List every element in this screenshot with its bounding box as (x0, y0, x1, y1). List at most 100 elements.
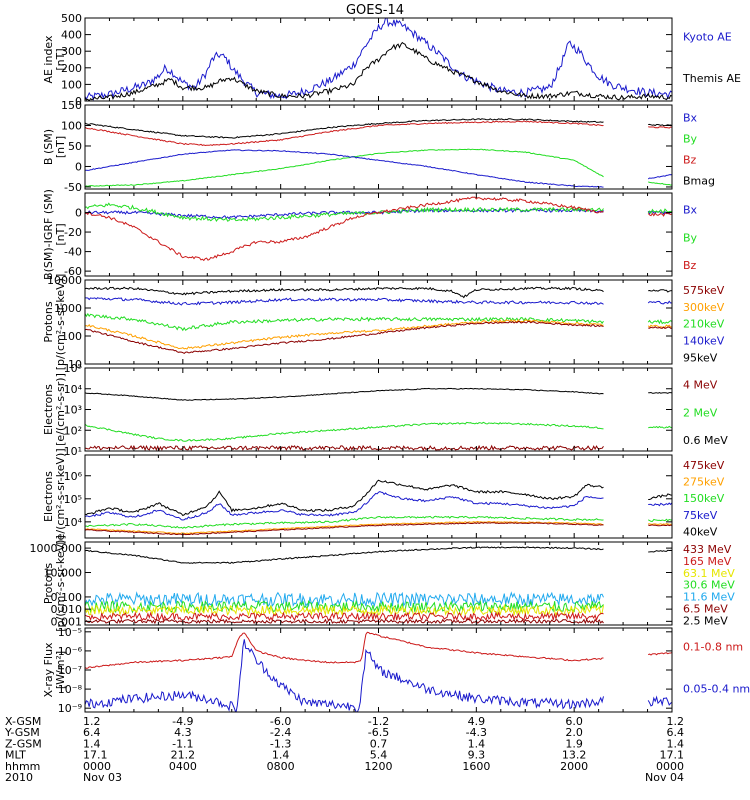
ephemeris-value: -1.2 (368, 715, 389, 728)
ephemeris-value: 6.4 (667, 726, 685, 739)
y-axis-label: B (SM) (42, 129, 55, 165)
legend-entry: 0.6 MeV (683, 434, 728, 447)
y-tick-label: 500 (61, 12, 82, 25)
ephemeris-value: 21.2 (171, 749, 196, 762)
ephemeris-value: 17.1 (83, 749, 108, 762)
y-tick-label: 10.000 (44, 567, 83, 580)
y-tick-label: 100 (61, 78, 82, 91)
ephemeris-value: -2.4 (270, 726, 291, 739)
ephemeris-label: Z-GSM (5, 737, 42, 750)
legend-entry: 40keV (683, 525, 718, 538)
legend-entry: 0.1-0.8 nm (683, 640, 743, 653)
y-tick-label: -60 (64, 265, 82, 278)
y-tick-label: 10⁻⁷ (58, 664, 82, 677)
ephemeris-label: Y-GSM (4, 726, 40, 739)
y-tick-label: 10³ (64, 404, 82, 417)
y-tick-label: 0 (75, 160, 82, 173)
series-11-6-mev (85, 591, 604, 608)
ephemeris-label: 2010 (5, 771, 33, 784)
y-tick-label: 10⁻⁹ (58, 702, 82, 715)
ephemeris-value: -1.3 (270, 737, 291, 750)
y-axis-label: [W/m²] (54, 651, 67, 689)
y-tick-label: 10⁵ (64, 493, 82, 506)
series-30-6-mev (85, 599, 604, 614)
ephemeris-value: -4.3 (466, 726, 487, 739)
ephemeris-value: 1200 (365, 760, 393, 773)
y-tick-label: 0 (75, 95, 82, 108)
series-300kev (85, 319, 672, 350)
y-axis-label: [e/(cm²-s-sr)] (54, 373, 67, 446)
panel-ae: 0 100 200 300 400 500 AE index [nT] Kyoto AE Them… (42, 12, 741, 108)
legend-entry: Kyoto AE (683, 30, 732, 43)
y-tick-label: 100 (61, 119, 82, 132)
legend-entry: 11.6 MeV (683, 591, 735, 604)
legend-entry: 575keV (683, 284, 725, 297)
y-tick-label: 0.100 (51, 591, 83, 604)
series-4-mev (85, 444, 604, 451)
series-575kev (85, 320, 672, 355)
ephemeris-value: -6.0 (270, 715, 291, 728)
ephemeris-value: 1.2 (83, 715, 101, 728)
ephemeris-table: X-GSM 1.2 -4.9 -6.0 -1.2 4.9 6.0 1.2 Y-GSM 6.4 4.3… (4, 715, 684, 784)
y-tick-label: 10⁻⁶ (58, 645, 83, 658)
panel-frame (84, 367, 673, 452)
y-tick-label: 1000.000 (30, 542, 83, 555)
legend-entry: Bz (683, 154, 697, 167)
y-tick-label: 400 (61, 29, 82, 42)
legend-entry: 4 MeV (683, 379, 718, 392)
series-0-05-0-4-nm (85, 639, 672, 712)
y-tick-label: 0 (75, 207, 82, 220)
ephemeris-value: 2.0 (565, 726, 583, 739)
ephemeris-value: Nov 03 (83, 771, 122, 784)
series-2-mev (85, 421, 672, 442)
panel-frame (84, 104, 673, 190)
legend-entry: 63.1 MeV (683, 567, 735, 580)
legend-entry: 30.6 MeV (683, 579, 735, 592)
y-tick-label: 10⁴ (64, 516, 83, 529)
ephemeris-value: 13.2 (562, 749, 587, 762)
y-tick-label: 50 (68, 140, 82, 153)
ephemeris-value: 1.4 (83, 737, 101, 750)
series-0-6-mev (85, 387, 672, 401)
y-axis-label: [e/(cm²-s-sr-keV)] (54, 448, 67, 544)
y-axis-label: [nT] (54, 136, 67, 158)
legend-entry: Bx (683, 112, 698, 125)
ephemeris-label: hhmm (5, 760, 40, 773)
legend-entry: By (683, 133, 698, 146)
ephemeris-value: 1.4 (272, 749, 290, 762)
ephemeris-value: 1.9 (565, 737, 583, 750)
series-210kev (85, 312, 672, 332)
y-tick-label: -20 (64, 226, 82, 239)
legend-entry: 2.5 MeV (683, 614, 728, 627)
ephemeris-value: 4.3 (174, 726, 192, 739)
legend-entry: Bz (683, 259, 697, 272)
y-tick-label: 300 (61, 45, 82, 58)
series-bz (85, 196, 672, 262)
panel-electrons2: 10⁴ 10⁵ 10⁶ Electrons [e/(cm²-s-sr-keV)] 475k… (42, 448, 725, 544)
y-tick-label: 10² (64, 424, 82, 437)
y-axis-label: Electrons (42, 471, 55, 522)
ephemeris-value: 6.4 (83, 726, 101, 739)
y-tick-label: 1000 (54, 302, 82, 315)
panel-xray: 10⁻⁹ 10⁻⁸ 10⁻⁷ 10⁻⁶ 10⁻⁵X-ray Flux [W/m²] 0.1-… (42, 626, 750, 715)
ephemeris-value: 6.0 (565, 715, 583, 728)
legend-entry: 95keV (683, 351, 718, 364)
series-150kev (85, 515, 672, 529)
y-tick-label: 200 (61, 62, 82, 75)
series-bz (85, 120, 672, 147)
ephemeris-label: X-GSM (5, 715, 41, 728)
ephemeris-value: 9.3 (468, 749, 486, 762)
ephemeris-value: -1.1 (172, 737, 193, 750)
legend-entry: 433 MeV (683, 543, 732, 556)
y-axis-label: AE index (42, 35, 55, 84)
series-165-mev (85, 611, 604, 622)
y-tick-label: 10⁻⁵ (58, 626, 82, 639)
y-tick-label: 10 (68, 358, 82, 371)
legend-entry: 140keV (683, 334, 725, 347)
legend-entry: 300keV (683, 301, 725, 314)
y-axis-label: X-ray Flux (42, 642, 55, 698)
series-40kev (85, 479, 672, 517)
